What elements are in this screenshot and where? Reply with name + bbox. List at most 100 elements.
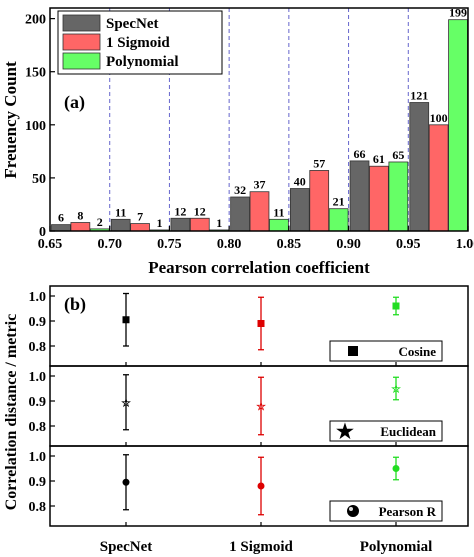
- category-label-0: SpecNet: [100, 539, 153, 555]
- bar-label-polynomial-3: 11: [273, 205, 284, 219]
- bar-label-specnet-0: 6: [58, 211, 64, 225]
- category-label-1: 1 Sigmoid: [229, 539, 293, 555]
- legend-label-1: Euclidean: [380, 424, 436, 439]
- legend-label-2: Pearson R: [379, 504, 437, 519]
- bar-label-specnet-1: 11: [115, 205, 126, 219]
- bar-series: [51, 19, 468, 232]
- y-tick-label-2-0.9: 0.9: [29, 475, 47, 490]
- bar-label-polynomial-6: 199: [449, 6, 467, 20]
- bar-label-1-sigmoid-6: 100: [430, 111, 448, 125]
- category-label-2: Polynomial: [360, 539, 433, 555]
- y-tick-label-200: 200: [25, 13, 46, 28]
- y-tick-label-2-0.8: 0.8: [29, 500, 47, 515]
- bar-label-specnet-3: 32: [234, 183, 246, 197]
- subpanel-cosine: 0.8 0.9 1.0 Cosine: [29, 285, 469, 367]
- legend-box-1: [329, 420, 443, 442]
- x-tick-label-0.75: 0.75: [157, 237, 182, 252]
- errorbar-y-axis-label: Correlation distance / metric: [3, 314, 20, 511]
- y-tick-label-2-1.0: 1.0: [29, 450, 47, 465]
- bar-specnet-4: [289, 188, 310, 232]
- legend-box-2: [329, 500, 443, 522]
- legend-label-1: 1 Sigmoid: [106, 35, 170, 51]
- bar-label-1-sigmoid-4: 57: [313, 156, 325, 170]
- histogram-axis-ticks: 0.650.700.750.800.850.900.951.0005010015…: [25, 13, 474, 252]
- bar-specnet-1: [110, 218, 131, 232]
- bar-label-polynomial-0: 2: [97, 215, 103, 229]
- bar-1-sigmoid-0: [70, 222, 91, 232]
- histogram-x-axis-label: Pearson correlation coefficient: [148, 258, 370, 277]
- subpanel-frame-2: [49, 445, 469, 527]
- bar-label-1-sigmoid-5: 61: [373, 152, 385, 166]
- legend-swatch-2: [62, 52, 101, 70]
- legend-label-0: SpecNet: [106, 16, 159, 32]
- marker-0-2: [392, 302, 400, 310]
- bar-label-1-sigmoid-2: 12: [194, 204, 206, 218]
- y-tick-label-100: 100: [25, 119, 46, 134]
- marker-2-1: [257, 482, 265, 490]
- bar-1-sigmoid-4: [309, 170, 330, 232]
- bar-1-sigmoid-5: [369, 165, 389, 232]
- histogram-y-axis-label: Freuency Count: [1, 61, 20, 179]
- marker-0-0: [122, 316, 130, 324]
- legend-label-0: Cosine: [398, 344, 436, 359]
- marker-0-1: [257, 320, 265, 327]
- bar-specnet-3: [230, 196, 250, 232]
- bar-polynomial-5: [388, 161, 409, 232]
- subpanel-euclidean: 0.8 0.9 1.0 ☆ ☆ ☆ ★ Euclidean: [29, 365, 469, 447]
- histogram-plot-frame: [49, 7, 469, 232]
- y-tick-label-0-1.0: 1.0: [29, 290, 47, 305]
- legend-swatch-1: [62, 33, 101, 51]
- panel-label-a: (a): [64, 92, 85, 113]
- bar-polynomial-4: [328, 208, 349, 232]
- panel-label-b: (b): [64, 294, 86, 315]
- bar-polynomial-6: [448, 19, 468, 232]
- bar-1-sigmoid-6: [428, 124, 449, 232]
- y-tick-label-0-0.9: 0.9: [29, 315, 47, 330]
- legend-marker-highlight-2: [349, 507, 353, 511]
- marker-2-0: [122, 478, 130, 486]
- marker-1-2: ☆: [391, 384, 401, 396]
- bar-polynomial-3: [269, 218, 289, 232]
- bar-label-1-sigmoid-3: 37: [254, 178, 266, 192]
- bar-specnet-5: [349, 160, 370, 232]
- y-tick-label-150: 150: [25, 66, 46, 81]
- legend-swatch-0: [62, 14, 101, 32]
- x-tick-label-0.70: 0.70: [97, 237, 122, 252]
- x-tick-label-1.00: 1.00: [456, 237, 474, 252]
- bar-label-1-sigmoid-0: 8: [77, 209, 83, 223]
- legend-label-2: Polynomial: [106, 54, 179, 70]
- legend-marker-0: [348, 346, 358, 356]
- y-tick-label-0: 0: [39, 225, 46, 240]
- bar-label-polynomial-5: 65: [392, 148, 404, 162]
- y-tick-label-50: 50: [32, 172, 46, 187]
- bar-specnet-0: [51, 224, 71, 232]
- x-tick-label-0.95: 0.95: [396, 237, 421, 252]
- bar-label-specnet-5: 66: [354, 147, 366, 161]
- bar-1-sigmoid-2: [189, 217, 210, 232]
- errorbar-category-labels: SpecNet 1 Sigmoid Polynomial: [100, 539, 433, 555]
- marker-1-0: ☆: [121, 397, 131, 409]
- bar-label-1-sigmoid-1: 7: [137, 210, 143, 224]
- marker-2-2: [392, 465, 400, 472]
- bar-1-sigmoid-3: [249, 191, 270, 232]
- bar-label-specnet-2: 12: [174, 204, 186, 218]
- x-tick-label-0.80: 0.80: [217, 237, 242, 252]
- y-tick-label-1-0.9: 0.9: [29, 395, 47, 410]
- x-tick-label-0.65: 0.65: [38, 237, 63, 252]
- x-tick-label-0.90: 0.90: [336, 237, 361, 252]
- y-tick-label-1-1.0: 1.0: [29, 370, 47, 385]
- legend-marker-2: [347, 505, 359, 517]
- y-tick-label-1-0.8: 0.8: [29, 420, 47, 435]
- legend-marker-1: ★: [336, 421, 354, 443]
- bar-label-polynomial-4: 21: [333, 195, 345, 209]
- histogram-legend: SpecNet 1 Sigmoid Polynomial: [57, 10, 223, 75]
- bar-label-polynomial-1: 1: [156, 216, 162, 230]
- bar-label-specnet-6: 121: [410, 89, 428, 103]
- bar-label-specnet-4: 40: [294, 175, 306, 189]
- bar-label-polynomial-2: 1: [216, 216, 222, 230]
